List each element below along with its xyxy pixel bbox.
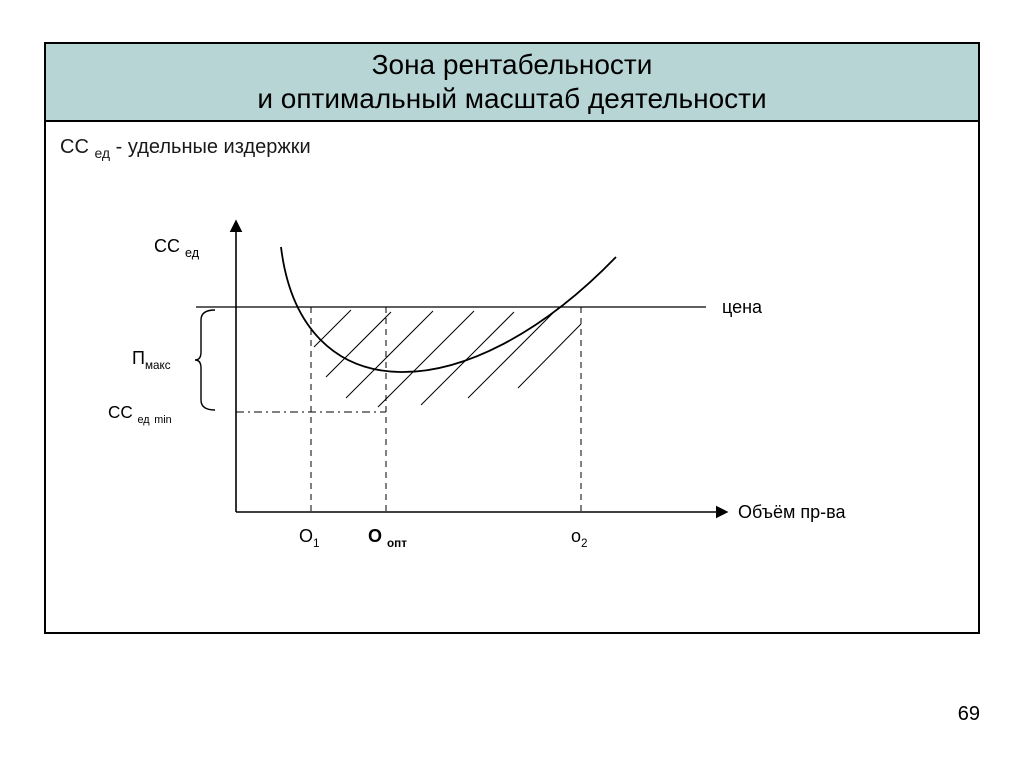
- svg-text:Объём пр-ва: Объём пр-ва: [738, 502, 846, 522]
- subtitle-prefix: СС: [60, 136, 89, 158]
- svg-text:Пмакс: Пмакс: [132, 348, 171, 372]
- svg-text:СС ед min: СС ед min: [108, 403, 172, 427]
- slide: Зона рентабельности и оптимальный масшта…: [0, 0, 1024, 768]
- svg-text:цена: цена: [722, 297, 763, 317]
- chart-svg: СС едПмаксСС ед minценаОбъём пр-ваО1О оп…: [136, 202, 916, 602]
- svg-text:О1: О1: [299, 526, 320, 550]
- content-area: СС ед - удельные издержки СС ед Пмакс СС е…: [46, 122, 978, 630]
- svg-text:СС ед: СС ед: [154, 236, 200, 260]
- chart: СС едПмаксСС ед minценаОбъём пр-ваО1О оп…: [136, 202, 916, 602]
- subtitle-sub: ед: [94, 145, 110, 161]
- subtitle-rest: - удельные издержки: [116, 136, 311, 158]
- slide-frame: Зона рентабельности и оптимальный масшта…: [44, 42, 980, 634]
- title-bar: Зона рентабельности и оптимальный масшта…: [46, 44, 978, 122]
- svg-text:о2: о2: [571, 526, 588, 550]
- title-line2: и оптимальный масштаб деятельности: [257, 83, 766, 114]
- title-line1: Зона рентабельности: [372, 49, 653, 80]
- page-number: 69: [958, 703, 980, 726]
- svg-text:О опт: О опт: [368, 526, 407, 550]
- subtitle: СС ед - удельные издержки: [60, 136, 311, 161]
- slide-title: Зона рентабельности и оптимальный масшта…: [257, 48, 766, 115]
